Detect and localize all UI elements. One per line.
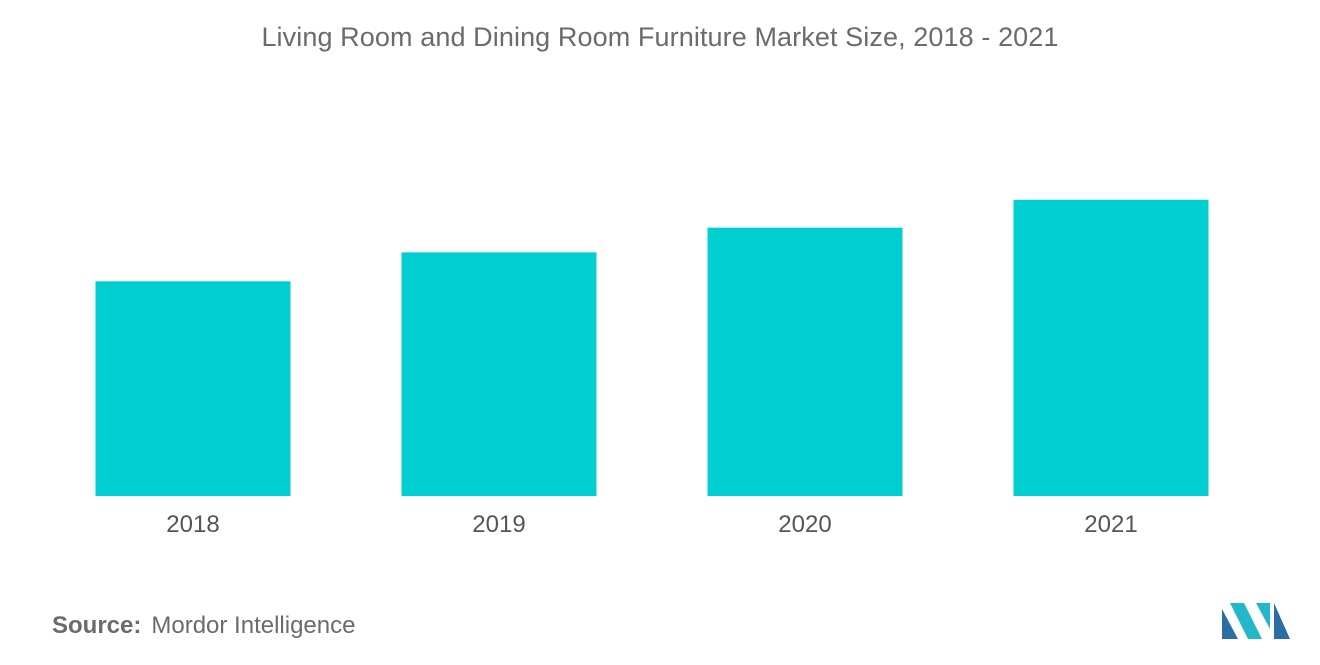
logo-shape-mid bbox=[1230, 603, 1262, 639]
x-tick-label-2021: 2021 bbox=[1084, 511, 1137, 538]
source-note: Source: Mordor Intelligence bbox=[52, 612, 355, 640]
bar-chart: 2018 2019 2020 2021 bbox=[95, 199, 1209, 538]
bar-2020 bbox=[707, 227, 903, 496]
bar-2018 bbox=[95, 281, 291, 496]
bar-2019 bbox=[401, 252, 597, 496]
mordor-intelligence-logo-icon bbox=[1222, 603, 1290, 639]
x-axis-tick-labels: 2018 2019 2020 2021 bbox=[166, 511, 1137, 538]
logo-shape-right-a bbox=[1256, 603, 1270, 629]
x-tick-label-2019: 2019 bbox=[472, 511, 525, 538]
logo-shape-left bbox=[1222, 609, 1238, 639]
source-label: Source: bbox=[52, 612, 142, 639]
source-value: Mordor Intelligence bbox=[151, 612, 356, 639]
bar-2021 bbox=[1013, 199, 1209, 496]
x-tick-label-2020: 2020 bbox=[778, 511, 831, 538]
chart-title: Living Room and Dining Room Furniture Ma… bbox=[261, 22, 1059, 52]
x-tick-label-2018: 2018 bbox=[166, 511, 219, 538]
bars-group bbox=[95, 199, 1209, 496]
logo-shape-right-b bbox=[1274, 603, 1290, 639]
